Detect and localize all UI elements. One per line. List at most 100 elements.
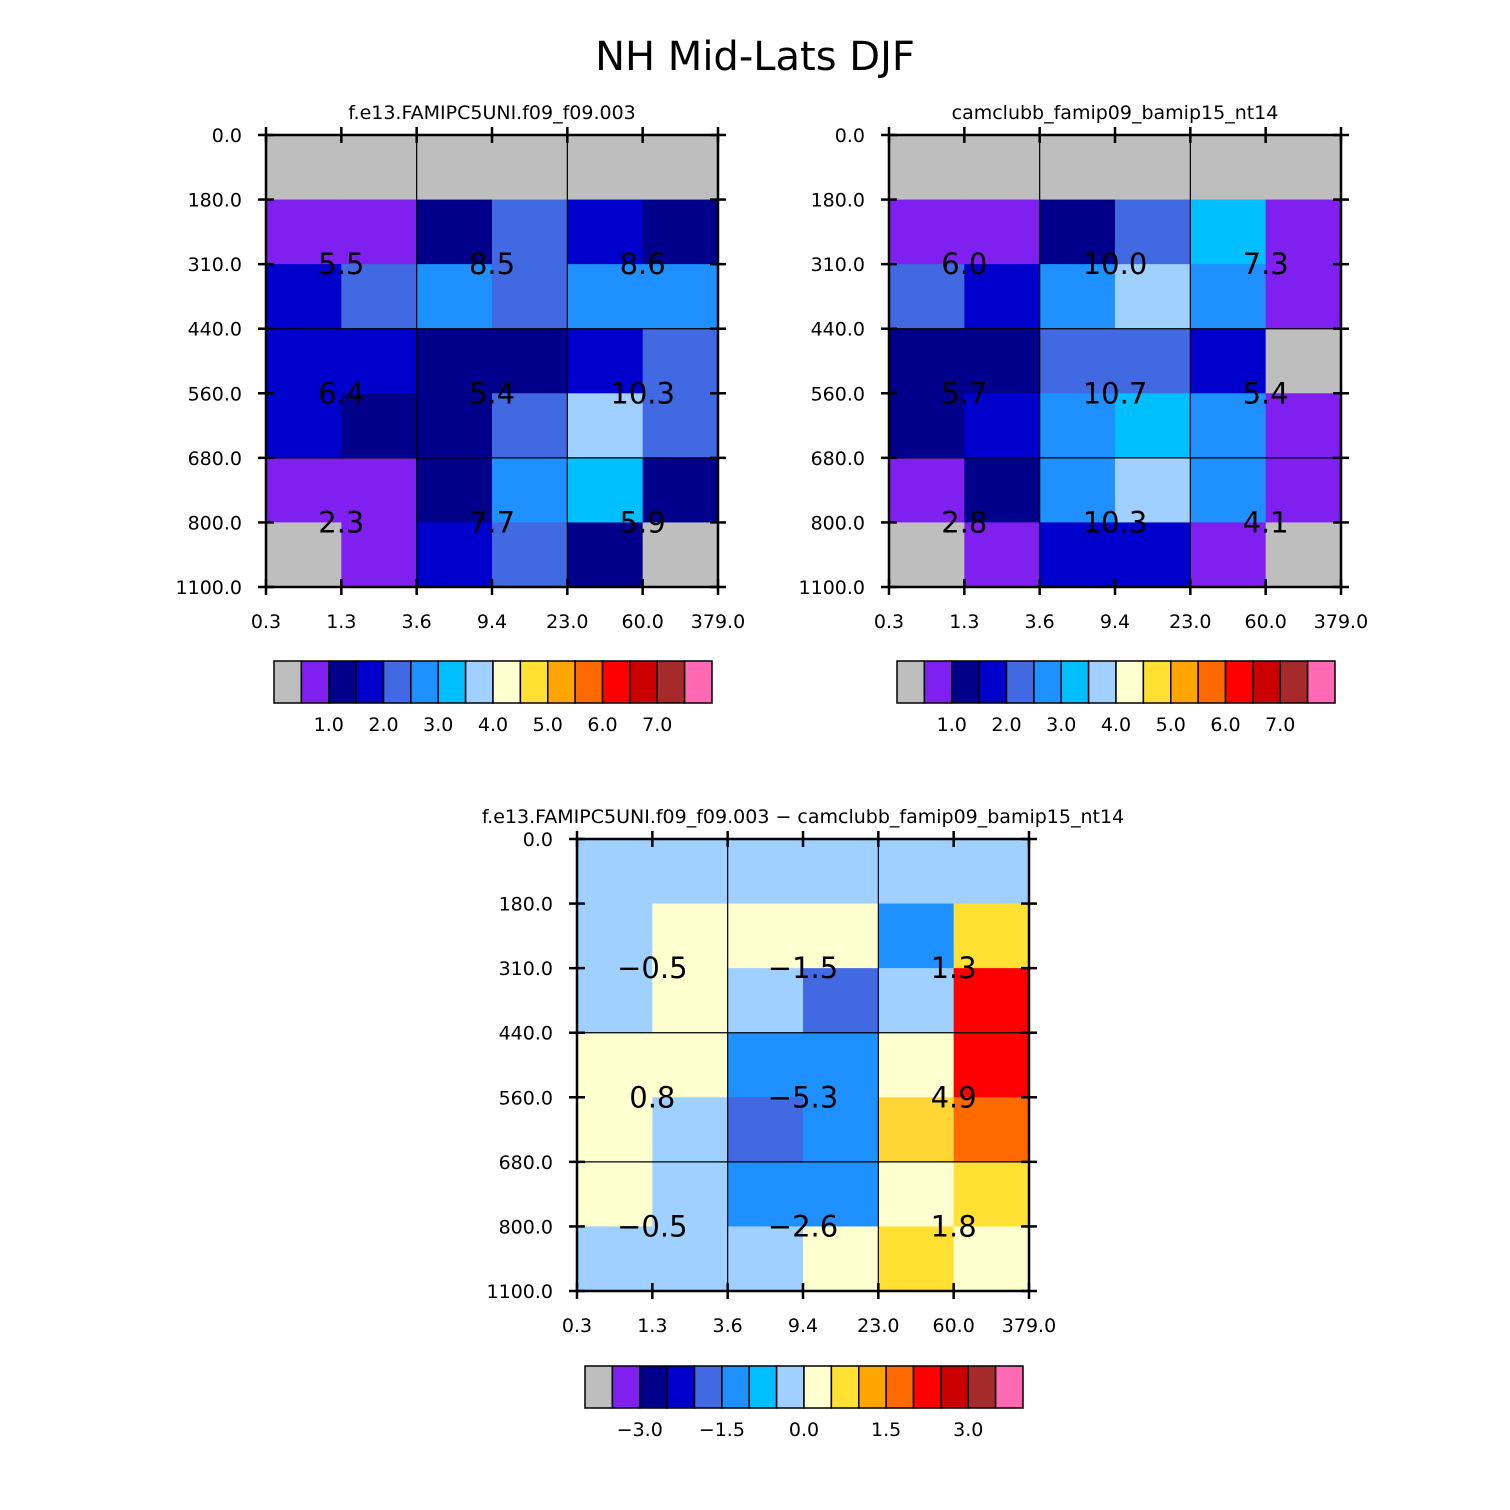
heatmap-cell [341, 135, 418, 201]
heatmap-cell [727, 1161, 804, 1228]
y-tick-label: 440.0 [499, 1023, 553, 1045]
colorbar-box [775, 1365, 805, 1409]
colorbar-label: 1.5 [871, 1419, 901, 1441]
heatmap-cell [642, 457, 719, 524]
colorbar-label: 3.0 [1046, 714, 1076, 736]
heatmap-cell [577, 839, 653, 905]
y-tick-label: 1100.0 [487, 1281, 553, 1303]
colorbar-box [858, 1365, 887, 1409]
heatmap-cell [567, 457, 644, 524]
heatmap-cell [964, 328, 1041, 394]
panel-title: camclubb_famip09_bamip15_nt14 [952, 102, 1279, 124]
heatmap-cell [878, 1226, 955, 1292]
colorbar-box [584, 1365, 614, 1409]
heatmap-cell [803, 1032, 879, 1098]
heatmap-cell [652, 1226, 729, 1292]
heatmap-cell [878, 1161, 955, 1228]
heatmap-cell [577, 903, 653, 969]
colorbar: −3.0 −1.5 0.0 1.5 3.0 [584, 1365, 1024, 1441]
colorbar-box [1115, 660, 1145, 704]
cell-value-label: 5.4 [1243, 376, 1289, 410]
colorbar-box [601, 660, 631, 704]
colorbar-box [1306, 660, 1336, 704]
colorbar-label: 7.0 [642, 714, 672, 736]
heatmap-cell [953, 968, 1030, 1034]
colorbar-box [994, 1365, 1024, 1409]
colorbar-box [978, 660, 1008, 704]
y-tick-label: 0.0 [523, 829, 553, 851]
x-tick-label: 379.0 [691, 611, 745, 633]
y-tick-label: 440.0 [188, 319, 242, 341]
heatmap-cell [567, 135, 644, 201]
heatmap-cell [964, 199, 1041, 265]
colorbar-box [1224, 660, 1254, 704]
y-tick-label: 1100.0 [176, 577, 242, 599]
x-tick-label: 3.6 [1025, 611, 1055, 633]
cell-value-label: 4.1 [1243, 505, 1289, 539]
heatmap-cell [341, 457, 418, 524]
y-tick-label: 680.0 [188, 448, 242, 470]
cell-value-label: 4.9 [931, 1080, 977, 1114]
colorbar-box [683, 660, 713, 704]
heatmap-cell [577, 1032, 653, 1098]
cell-value-label: 6.0 [941, 247, 987, 281]
heatmap-cell [1265, 328, 1342, 394]
y-tick-label: 180.0 [499, 894, 553, 916]
heatmap-cell [889, 457, 965, 524]
x-tick-label: 23.0 [1169, 611, 1211, 633]
cell-value-label: 10.3 [1083, 505, 1148, 539]
heatmap-cell [878, 968, 955, 1034]
y-tick-label: 440.0 [811, 319, 865, 341]
colorbar-box [1060, 660, 1090, 704]
heatmap-cell [1190, 135, 1267, 201]
colorbar-box [1005, 660, 1035, 704]
heatmap-cell [889, 522, 965, 588]
heatmap-cell [1039, 199, 1116, 265]
heatmap-cell [567, 522, 644, 588]
colorbar-box [1033, 660, 1062, 704]
colorbar-box [639, 1365, 668, 1409]
colorbar: 1.0 2.0 3.0 4.0 5.0 6.0 7.0 [896, 660, 1336, 736]
y-tick-label: 0.0 [212, 125, 242, 147]
cell-value-label: 8.5 [469, 247, 515, 281]
heatmap-cell [642, 522, 719, 588]
colorbar-box [830, 1365, 860, 1409]
heatmap-cell [889, 328, 965, 394]
heatmap-cell [727, 1097, 804, 1163]
heatmap-cell [878, 1097, 955, 1163]
heatmap-cell [1265, 457, 1342, 524]
heatmap-cell [341, 199, 418, 265]
colorbar-box [923, 660, 953, 704]
heatmap-cell [416, 135, 493, 201]
heatmap-cell [1039, 522, 1116, 588]
cell-value-label: 0.8 [629, 1080, 675, 1114]
y-tick-label: 180.0 [188, 190, 242, 212]
heatmap-cell [266, 457, 342, 524]
cell-value-label: −0.5 [617, 951, 687, 985]
colorbar-box [629, 660, 658, 704]
heatmap-cell [889, 264, 965, 330]
y-tick-label: 560.0 [811, 383, 865, 405]
heatmap-cell [1190, 393, 1267, 459]
y-tick-label: 310.0 [811, 254, 865, 276]
heatmap-cell [878, 1032, 955, 1098]
heatmap-cell [1190, 264, 1267, 330]
cell-value-label: 6.4 [318, 376, 364, 410]
x-tick-label: 379.0 [1314, 611, 1368, 633]
heatmap-cell [953, 1161, 1030, 1228]
colorbar-label: 3.0 [953, 1419, 983, 1441]
heatmap-cell [492, 328, 568, 394]
heatmap-cell [416, 457, 493, 524]
cell-value-label: 10.0 [1083, 247, 1148, 281]
heatmap-cell [652, 903, 729, 969]
heatmap-cell [416, 199, 493, 265]
heatmap-cell [953, 1226, 1030, 1292]
cell-value-label: 10.7 [1083, 376, 1148, 410]
cell-value-label: −0.5 [617, 1209, 687, 1243]
cell-value-label: 7.3 [1243, 247, 1289, 281]
y-tick-label: 310.0 [188, 254, 242, 276]
heatmap-cell [889, 135, 965, 201]
x-tick-label: 60.0 [622, 611, 664, 633]
heatmap-cell [727, 968, 804, 1034]
heatmap-cell [266, 264, 342, 330]
